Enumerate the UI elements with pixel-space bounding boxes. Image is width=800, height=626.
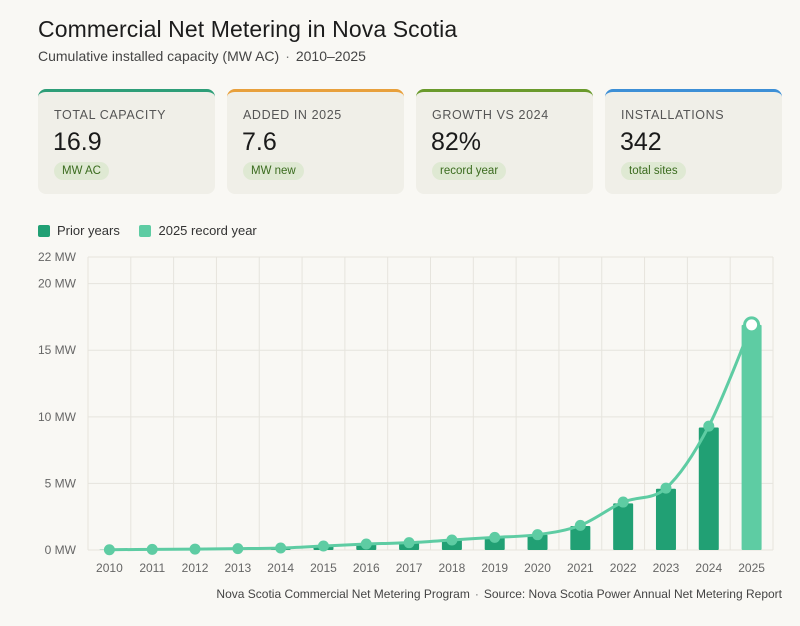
x-tick-label: 2019 (481, 561, 508, 575)
point-2012 (189, 543, 201, 555)
point-2021 (574, 519, 586, 531)
page-title: Commercial Net Metering in Nova Scotia (38, 16, 458, 42)
page-subtitle: Cumulative installed capacity (MW AC) · 20… (38, 48, 366, 64)
point-2020 (532, 529, 544, 541)
x-tick-label: 2016 (353, 561, 380, 575)
x-tick-label: 2017 (396, 561, 423, 575)
bar-2023 (655, 488, 676, 550)
y-tick-label: 15 MW (38, 343, 77, 357)
point-2024 (703, 420, 715, 432)
x-tick-label: 2012 (182, 561, 209, 575)
y-tick-label: 22 MW (38, 250, 77, 264)
kpi-value: 82% (431, 128, 482, 156)
x-tick-label: 2021 (567, 561, 594, 575)
bar-2025 (741, 324, 762, 550)
point-2015 (317, 540, 329, 552)
kpi-value: 342 (620, 128, 662, 156)
y-tick-label: 20 MW (38, 277, 77, 291)
kpi-badge: MW AC (54, 162, 109, 180)
bar-2020 (527, 534, 548, 550)
legend-label-record: 2025 record year (158, 223, 257, 238)
x-tick-label: 2010 (96, 561, 123, 575)
point-2014 (275, 542, 287, 554)
point-2019 (489, 531, 501, 543)
x-tick-label: 2025 (738, 561, 765, 575)
kpi-badge: total sites (621, 162, 686, 180)
legend-swatch-prior (38, 224, 50, 237)
point-2010 (103, 544, 115, 556)
bar-2022 (613, 503, 634, 550)
y-tick-label: 0 MW (45, 543, 77, 557)
legend-item-record: 2025 record year (139, 223, 257, 238)
x-tick-label: 2011 (139, 561, 165, 575)
bar-2024 (698, 427, 719, 550)
chart-footer: Nova Scotia Commercial Net Metering Prog… (216, 587, 782, 601)
x-tick-label: 2024 (695, 561, 722, 575)
x-tick-label: 2015 (310, 561, 337, 575)
point-2025 (743, 316, 761, 334)
kpi-card-added-2025: ADDED IN 2025 7.6 MW new (227, 89, 404, 194)
point-2011 (146, 543, 158, 555)
kpi-card-growth: GROWTH VS 2024 82% record year (416, 89, 593, 194)
point-2013 (232, 543, 244, 555)
chart-legend: Prior years 2025 record year (38, 223, 273, 240)
y-tick-label: 10 MW (38, 410, 77, 424)
point-2023 (660, 482, 672, 494)
legend-label-prior: Prior years (57, 223, 120, 238)
kpi-label: GROWTH VS 2024 (432, 108, 549, 122)
point-2016 (360, 538, 372, 550)
point-2017 (403, 537, 415, 549)
x-tick-label: 2013 (224, 561, 251, 575)
legend-item-prior: Prior years (38, 223, 120, 238)
y-tick-label: 5 MW (45, 476, 77, 490)
kpi-value: 7.6 (242, 128, 277, 156)
footer-program: Nova Scotia Commercial Net Metering Prog… (216, 587, 470, 601)
x-tick-label: 2022 (610, 561, 637, 575)
x-tick-label: 2014 (267, 561, 294, 575)
legend-swatch-record (139, 224, 152, 237)
kpi-card-installations: INSTALLATIONS 342 total sites (605, 89, 782, 194)
x-tick-label: 2023 (653, 561, 680, 575)
kpi-label: ADDED IN 2025 (243, 108, 342, 122)
subtitle-separator: · (285, 48, 290, 64)
footer-source: Source: Nova Scotia Power Annual Net Met… (483, 587, 782, 601)
kpi-badge: MW new (243, 162, 304, 180)
x-tick-label: 2018 (439, 561, 466, 575)
kpi-badge: record year (432, 162, 507, 180)
subtitle-text: Cumulative installed capacity (MW AC) (38, 48, 280, 64)
point-2018 (446, 534, 458, 546)
kpi-label: INSTALLATIONS (621, 108, 725, 122)
x-tick-label: 2020 (524, 561, 551, 575)
subtitle-range: 2010–2025 (295, 48, 366, 64)
kpi-value: 16.9 (53, 128, 102, 156)
kpi-label: TOTAL CAPACITY (54, 108, 167, 122)
kpi-cards: TOTAL CAPACITY 16.9 MW AC ADDED IN 2025 … (38, 89, 782, 195)
point-2022 (617, 496, 629, 508)
bar-2019 (484, 537, 505, 550)
footer-separator: · (474, 587, 479, 601)
bar-2021 (570, 526, 591, 550)
kpi-card-total-capacity: TOTAL CAPACITY 16.9 MW AC (38, 89, 215, 194)
capacity-chart: 0 MW 5 MW 10 MW 15 MW 20 MW 22 MW 2010 2011 2012… (38, 250, 774, 575)
